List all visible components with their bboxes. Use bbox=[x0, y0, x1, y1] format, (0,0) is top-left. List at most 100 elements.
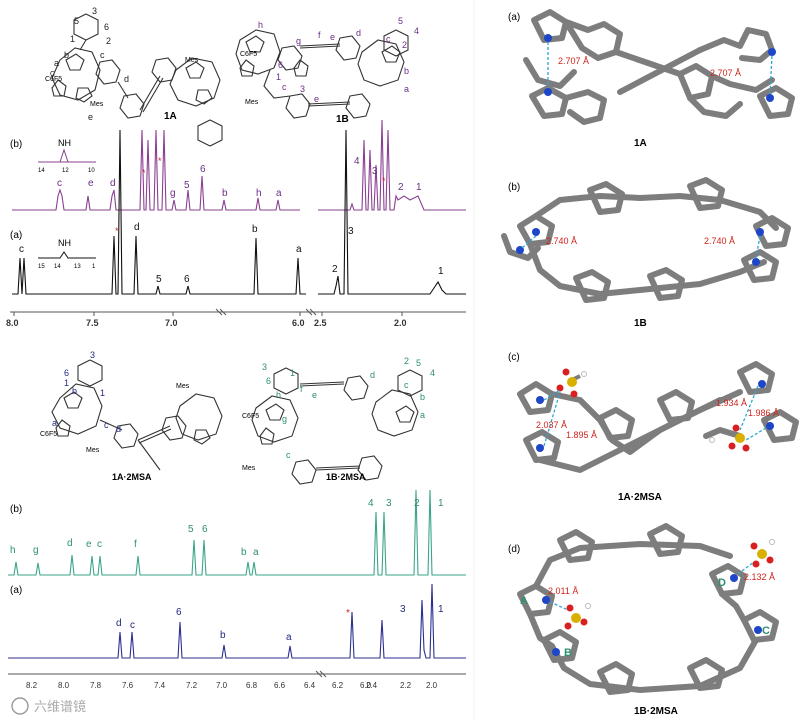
svg-text:1.986 Å: 1.986 Å bbox=[748, 408, 779, 418]
svg-text:2: 2 bbox=[398, 182, 404, 193]
svg-text:a: a bbox=[286, 632, 292, 643]
svg-text:6.2: 6.2 bbox=[332, 681, 344, 690]
svg-text:1: 1 bbox=[100, 388, 105, 398]
bot-trace-b-label: (b) bbox=[10, 504, 22, 515]
svg-text:3: 3 bbox=[386, 498, 392, 509]
svg-text:6.8: 6.8 bbox=[246, 681, 258, 690]
svg-text:C: C bbox=[50, 71, 55, 78]
svg-text:2: 2 bbox=[332, 264, 338, 275]
svg-text:5: 5 bbox=[156, 274, 162, 285]
svg-text:5: 5 bbox=[416, 358, 421, 368]
top-inset-a: NH 15 14 13 1 bbox=[38, 238, 96, 270]
svg-text:6.0: 6.0 bbox=[360, 681, 372, 690]
svg-text:7.8: 7.8 bbox=[90, 681, 102, 690]
svg-text:*: * bbox=[115, 226, 119, 236]
bottom-spectra: (b) (a) * h g d e c f 5 6 b a 4 3 2 1 d … bbox=[8, 489, 466, 690]
svg-text:6: 6 bbox=[104, 22, 109, 32]
svg-text:A: A bbox=[520, 595, 528, 607]
svg-text:6: 6 bbox=[176, 607, 182, 618]
svg-text:8.2: 8.2 bbox=[26, 681, 38, 690]
top-inset-b: NH 14 12 10 bbox=[38, 138, 96, 174]
svg-text:e: e bbox=[88, 178, 94, 189]
crystal-1B-nitrogens bbox=[516, 228, 764, 266]
svg-text:1.895 Å: 1.895 Å bbox=[566, 430, 597, 440]
crystal-1B2-sulfonates bbox=[564, 539, 775, 630]
crystal-panel-b: (b) 2.740 Å 2.740 Å 1B bbox=[501, 177, 791, 329]
c6f5-label-1B: C6F5 bbox=[240, 51, 257, 58]
svg-text:c: c bbox=[130, 620, 135, 631]
svg-text:*: * bbox=[382, 176, 386, 186]
svg-text:6: 6 bbox=[278, 60, 283, 70]
svg-text:5: 5 bbox=[184, 180, 190, 191]
svg-text:a: a bbox=[276, 188, 282, 199]
bot-trace-b bbox=[8, 489, 466, 576]
crystal-1A2-nitrogens bbox=[536, 380, 774, 452]
svg-text:a: a bbox=[404, 84, 409, 94]
mes-label-1A2: Mes bbox=[86, 447, 100, 454]
svg-text:1: 1 bbox=[64, 378, 69, 388]
svg-text:1: 1 bbox=[438, 266, 444, 277]
svg-text:7.5: 7.5 bbox=[86, 318, 99, 328]
svg-text:6: 6 bbox=[184, 274, 190, 285]
svg-text:c: c bbox=[404, 380, 409, 390]
svg-text:a: a bbox=[253, 547, 259, 558]
svg-text:d: d bbox=[370, 370, 375, 380]
bot-axis-ticks: 8.2 8.0 7.8 7.6 7.4 7.2 7.0 6.8 6.6 6.4 … bbox=[26, 681, 438, 690]
svg-text:NH: NH bbox=[58, 238, 71, 248]
svg-text:1: 1 bbox=[438, 604, 444, 615]
crystal-1A-nitrogens bbox=[544, 34, 776, 102]
svg-text:d: d bbox=[356, 28, 361, 38]
svg-text:e: e bbox=[314, 94, 319, 104]
svg-text:6: 6 bbox=[200, 164, 206, 175]
svg-text:c: c bbox=[104, 420, 109, 430]
crystal-1B2-framework bbox=[517, 523, 779, 695]
svg-text:1: 1 bbox=[438, 498, 444, 509]
caption-crystal-1B: 1B bbox=[634, 318, 647, 329]
svg-text:d: d bbox=[110, 178, 116, 189]
svg-text:2.037 Å: 2.037 Å bbox=[536, 420, 567, 430]
caption-crystal-1A: 1A bbox=[634, 138, 647, 149]
svg-text:3: 3 bbox=[400, 604, 406, 615]
svg-text:14: 14 bbox=[54, 264, 61, 270]
svg-text:(a): (a) bbox=[508, 12, 520, 23]
svg-text:3: 3 bbox=[348, 226, 354, 237]
svg-text:e: e bbox=[86, 539, 92, 550]
svg-text:2.740 Å: 2.740 Å bbox=[704, 236, 735, 246]
svg-text:1: 1 bbox=[416, 182, 422, 193]
svg-text:b: b bbox=[252, 224, 258, 235]
crystal-1A-framework bbox=[523, 9, 795, 125]
svg-text:(c): (c) bbox=[508, 352, 520, 363]
svg-text:c: c bbox=[100, 50, 105, 60]
svg-text:e: e bbox=[312, 390, 317, 400]
c6f5-label-1A2: C6F5 bbox=[40, 431, 57, 438]
crystal-panel-a: (a) 2.707 Å 2.707 Å 1A bbox=[508, 9, 795, 149]
svg-text:6.6: 6.6 bbox=[274, 681, 286, 690]
structure-1B-numbers: h g f e d 5 42 c ba 6 1 3 c e bbox=[258, 16, 419, 104]
svg-text:b: b bbox=[220, 630, 226, 641]
svg-text:5: 5 bbox=[188, 524, 194, 535]
structure-1B-2MSA bbox=[251, 367, 423, 485]
svg-text:8.0: 8.0 bbox=[6, 318, 19, 328]
structure-1A-2MSA bbox=[51, 359, 223, 471]
svg-text:c: c bbox=[282, 82, 287, 92]
svg-text:1: 1 bbox=[70, 34, 75, 44]
top-peak-labels-b: c e d 5 6 g b h a 4 3 2 1 bbox=[57, 156, 422, 199]
top-trace-b bbox=[12, 119, 466, 211]
svg-text:7.0: 7.0 bbox=[165, 318, 178, 328]
svg-text:4: 4 bbox=[414, 26, 419, 36]
svg-text:2.4: 2.4 bbox=[366, 681, 378, 690]
bot-trace-a bbox=[8, 583, 466, 659]
svg-text:6.0: 6.0 bbox=[292, 318, 305, 328]
svg-text:3: 3 bbox=[90, 350, 95, 360]
svg-text:5: 5 bbox=[74, 16, 79, 26]
crystal-1B-hbonds bbox=[521, 235, 761, 259]
svg-text:*: * bbox=[142, 168, 146, 178]
svg-text:2.0: 2.0 bbox=[426, 681, 438, 690]
bot-peak-labels-b: h g d e c f 5 6 b a 4 3 2 1 bbox=[10, 498, 444, 558]
svg-text:5: 5 bbox=[398, 16, 403, 26]
svg-text:b: b bbox=[241, 547, 247, 558]
svg-text:2: 2 bbox=[106, 36, 111, 46]
svg-text:a: a bbox=[420, 410, 425, 420]
svg-text:4: 4 bbox=[354, 156, 360, 167]
